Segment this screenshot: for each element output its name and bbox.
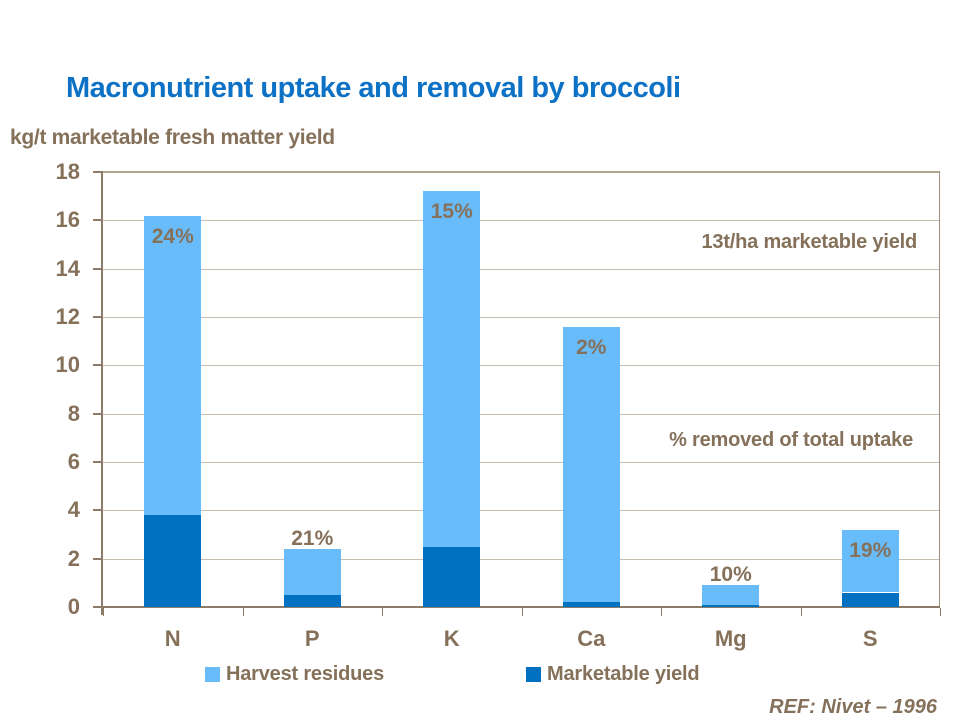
category-label-ca: Ca: [577, 626, 606, 651]
y-axis-tick-label: 4: [67, 497, 80, 523]
y-axis-tick: [93, 412, 101, 415]
x-axis-line: [101, 606, 940, 608]
x-axis-tick: [103, 608, 104, 616]
plot-right-border: [939, 171, 940, 607]
y-axis-tick: [93, 219, 101, 222]
y-axis-tick: [93, 267, 101, 270]
y-axis-tick-label: 18: [55, 159, 80, 184]
y-axis-title: kg/t marketable fresh matter yield: [10, 126, 335, 149]
y-axis-tick-label: 8: [67, 400, 80, 426]
y-axis-tick: [93, 171, 101, 173]
x-axis-tick: [800, 608, 802, 616]
category-label-k: K: [443, 626, 460, 651]
y-axis-tick-label: 10: [55, 352, 80, 378]
x-axis-tick: [521, 608, 523, 616]
chart-legend: Harvest residues Marketable yield: [0, 663, 960, 689]
category-label-p: P: [304, 626, 320, 651]
legend-item-harvest-residues: Harvest residues: [205, 663, 384, 686]
y-axis-tick-label: 6: [67, 449, 80, 474]
bar-n-harvest-residues: [144, 215, 202, 516]
bar-mg-marketable-yield: [702, 604, 760, 607]
y-axis-tick-label: 12: [55, 304, 80, 329]
y-axis-tick-label: 16: [55, 207, 80, 233]
annotation-marketable-yield: 13t/ha marketable yield: [701, 231, 917, 253]
page-title: Macronutrient uptake and removal by broc…: [66, 72, 681, 104]
gridline: [103, 462, 940, 463]
bar-s-harvest-residues: [841, 529, 899, 593]
x-axis-tick: [382, 608, 383, 616]
harvest-residues-swatch-icon: [205, 667, 220, 682]
plot-top-border: [101, 171, 940, 173]
x-axis-tick: [242, 608, 244, 616]
bar-p-marketable-yield: [283, 594, 341, 607]
y-axis-tick: [93, 316, 101, 318]
y-axis-tick-label: 14: [55, 255, 80, 281]
bar-mg-harvest-residues: [702, 585, 760, 605]
gridline: [103, 558, 940, 560]
gridline: [103, 510, 940, 512]
y-axis-tick: [93, 606, 101, 608]
y-axis-tick: [93, 557, 101, 560]
annotation-percent-removed: % removed of total uptake: [669, 429, 913, 451]
y-axis-tick: [93, 509, 101, 512]
y-axis-tick-label: 0: [67, 594, 80, 619]
bar-k-marketable-yield: [423, 546, 481, 607]
legend-label: Marketable yield: [547, 663, 700, 685]
bar-n-marketable-yield: [144, 515, 202, 607]
gridline: [103, 220, 940, 222]
x-axis-tick: [661, 608, 662, 616]
y-axis-tick: [93, 364, 101, 367]
bar-ca-harvest-residues: [562, 326, 620, 603]
marketable-yield-swatch-icon: [526, 667, 541, 682]
gridline: [103, 365, 940, 367]
y-axis-tick: [93, 461, 101, 463]
bar-ca-marketable-yield: [562, 602, 620, 607]
y-axis-line: [101, 171, 103, 615]
bar-s-marketable-yield: [841, 592, 899, 607]
bar-p-harvest-residues: [283, 549, 341, 595]
percent-label-mg: 10%: [709, 563, 752, 587]
legend-item-marketable-yield: Marketable yield: [526, 663, 700, 686]
percent-label-ca: 2%: [576, 335, 607, 359]
percent-label-p: 21%: [291, 527, 334, 550]
gridline: [103, 268, 940, 270]
percent-label-k: 15%: [430, 200, 473, 224]
percent-label-n: 24%: [151, 224, 194, 248]
percent-label-s: 19%: [849, 538, 892, 562]
x-axis-tick: [940, 608, 941, 616]
reference-text: REF: Nivet – 1996: [769, 696, 937, 718]
category-label-s: S: [862, 626, 878, 651]
gridline: [103, 413, 940, 415]
y-axis-tick-label: 2: [67, 545, 80, 571]
category-label-mg: Mg: [714, 626, 747, 651]
legend-label: Harvest residues: [226, 663, 385, 685]
gridline: [103, 317, 940, 318]
bar-k-harvest-residues: [423, 191, 481, 547]
category-label-n: N: [164, 626, 181, 651]
